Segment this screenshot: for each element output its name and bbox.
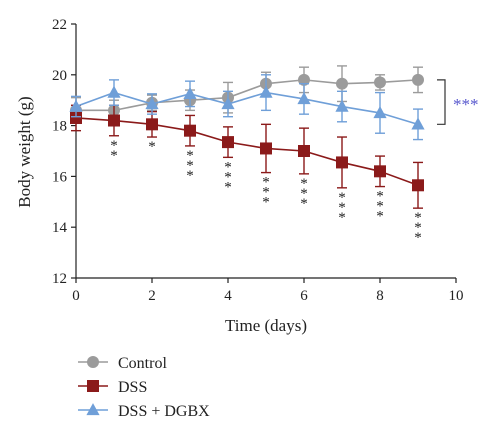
y-tick-label: 16 bbox=[52, 169, 68, 185]
significance-star: * bbox=[262, 195, 270, 211]
series-dss-dgbx bbox=[69, 74, 425, 141]
data-point bbox=[336, 77, 348, 90]
significance-star: * bbox=[110, 148, 118, 164]
significance-star: * bbox=[414, 220, 422, 236]
significance-star: * bbox=[262, 185, 270, 201]
x-tick-label: 8 bbox=[376, 288, 384, 304]
data-point bbox=[145, 97, 159, 110]
data-point bbox=[298, 145, 310, 157]
significance-star: * bbox=[414, 210, 422, 226]
significance-star: * bbox=[338, 210, 346, 226]
series-line bbox=[75, 117, 419, 187]
x-axis-label: Time (days) bbox=[225, 316, 307, 335]
data-point bbox=[260, 142, 272, 155]
significance-star: * bbox=[376, 189, 384, 205]
significance-star: * bbox=[224, 169, 232, 185]
legend-entry: Control bbox=[78, 355, 167, 372]
data-point bbox=[183, 86, 197, 100]
x-tick-label: 0 bbox=[72, 288, 80, 304]
significance-star: * bbox=[148, 139, 156, 155]
y-tick-label: 22 bbox=[52, 17, 67, 33]
series-dss bbox=[70, 104, 424, 209]
significance-star: * bbox=[338, 190, 346, 206]
x-tick-label: 10 bbox=[449, 288, 464, 304]
data-point bbox=[374, 76, 386, 89]
y-tick-label: 14 bbox=[52, 220, 68, 236]
significance-star: * bbox=[300, 176, 308, 192]
legend-label: Control bbox=[118, 355, 167, 372]
data-point bbox=[108, 114, 120, 127]
significance-star: * bbox=[186, 148, 194, 164]
series-line bbox=[76, 79, 419, 112]
y-tick-label: 20 bbox=[52, 68, 67, 84]
significance-star: * bbox=[300, 196, 308, 212]
data-point bbox=[374, 165, 386, 178]
significance-star: * bbox=[224, 159, 232, 175]
data-point bbox=[70, 111, 82, 124]
significance-star: * bbox=[376, 199, 384, 215]
data-point bbox=[412, 73, 424, 86]
significance-star: * bbox=[186, 168, 194, 184]
series-layer bbox=[69, 65, 425, 209]
data-point bbox=[69, 99, 83, 112]
significance-star: * bbox=[338, 200, 346, 216]
data-point bbox=[184, 124, 196, 137]
data-point bbox=[222, 136, 234, 149]
data-point bbox=[297, 92, 311, 105]
y-tick-label: 18 bbox=[52, 119, 67, 135]
legend-marker bbox=[86, 403, 100, 416]
data-point bbox=[298, 73, 310, 86]
annotation-layer: ********* ****** ****** ****** bbox=[110, 79, 479, 246]
significance-star: * bbox=[110, 138, 118, 154]
legend-entry: DSS + DGBX bbox=[78, 403, 210, 420]
data-point bbox=[336, 156, 348, 169]
y-axis-label: Body weight (g) bbox=[15, 96, 34, 207]
legend-label: DSS + DGBX bbox=[118, 403, 210, 420]
significance-star: * bbox=[414, 230, 422, 246]
data-point bbox=[411, 117, 425, 130]
data-point bbox=[373, 106, 387, 119]
significance-star: * bbox=[262, 175, 270, 191]
data-point bbox=[412, 179, 424, 192]
x-tick-label: 2 bbox=[148, 288, 156, 304]
significance-star: * bbox=[186, 158, 194, 174]
legend-marker bbox=[87, 356, 99, 368]
data-point bbox=[107, 85, 121, 98]
data-point bbox=[146, 118, 158, 131]
data-point bbox=[259, 85, 273, 98]
data-point bbox=[221, 97, 235, 110]
x-tick-label: 6 bbox=[300, 288, 308, 304]
axes: 12 14 16 18 20 22 0 2 4 6 8 10 bbox=[52, 17, 464, 304]
series-line bbox=[75, 91, 419, 126]
x-tick-label: 4 bbox=[224, 288, 232, 304]
legend-marker bbox=[87, 380, 99, 392]
legend-label: DSS bbox=[118, 379, 147, 396]
legend-entry: DSS bbox=[78, 379, 147, 396]
legend: Control DSS DSS + DGBX bbox=[78, 355, 210, 420]
y-tick-label: 12 bbox=[52, 271, 67, 287]
significance-star: * bbox=[300, 186, 308, 202]
bracket-significance-label: *** bbox=[453, 95, 479, 114]
significance-star: * bbox=[376, 209, 384, 225]
significance-star: * bbox=[224, 179, 232, 195]
significance-bracket bbox=[437, 79, 446, 125]
data-point bbox=[335, 99, 349, 112]
